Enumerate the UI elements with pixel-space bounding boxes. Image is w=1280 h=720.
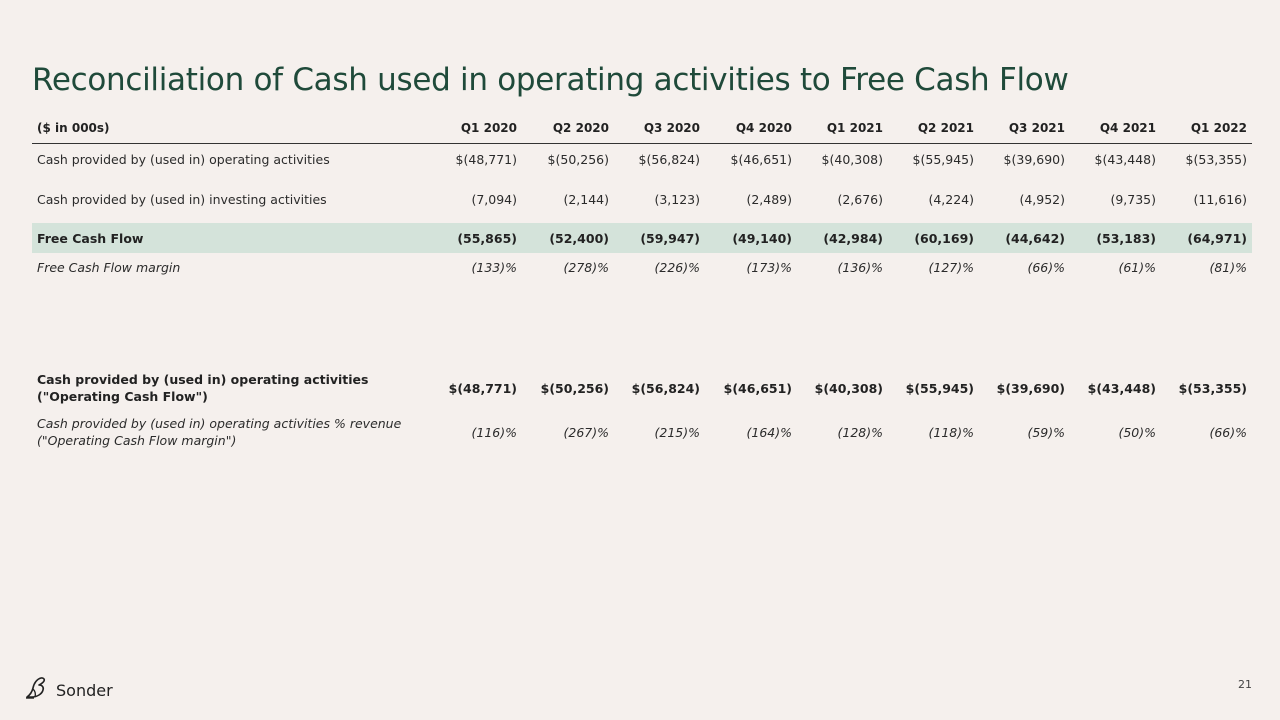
table-cell: $(46,651) [730, 151, 792, 167]
table-cell: (66)% [1209, 424, 1247, 440]
table-cell: (215)% [654, 424, 701, 440]
logo-text: Sonder [56, 680, 113, 700]
table-header-row: ($ in 000s) Q1 2020 Q2 2020 Q3 2020 Q4 2… [32, 113, 1252, 144]
table-row-free-cash-flow-margin: Free Cash Flow margin (133)% (278)% (226… [32, 253, 1252, 281]
table-cell: (3,123) [654, 191, 700, 207]
column-header-q1-2022: Q1 2022 [1161, 113, 1252, 144]
row-label: Cash provided by (used in) operating act… [37, 151, 330, 167]
table-cell: (9,735) [1110, 191, 1156, 207]
table-cell: $(56,824) [631, 380, 700, 396]
column-header-q2-2020: Q2 2020 [522, 113, 614, 144]
column-header-q1-2021: Q1 2021 [797, 113, 888, 144]
table-cell: (164)% [746, 424, 793, 440]
table-cell: (11,616) [1193, 191, 1248, 207]
table-cell: $(46,651) [723, 380, 792, 396]
row-label-line1: Cash provided by (used in) operating act… [37, 416, 402, 431]
table-cell: (50)% [1118, 424, 1156, 440]
row-label-line2: ("Operating Cash Flow") [37, 389, 208, 404]
table-cell: $(39,690) [1003, 151, 1065, 167]
table-cell: $(48,771) [455, 151, 517, 167]
table-cell: (59)% [1027, 424, 1065, 440]
column-header-q3-2020: Q3 2020 [614, 113, 705, 144]
bird-icon [24, 676, 50, 704]
table-cell: $(43,448) [1087, 380, 1156, 396]
table-cell: (66)% [1027, 259, 1065, 275]
table-cell: (116)% [471, 424, 518, 440]
table-row-operating-cash-flow: Cash provided by (used in) operating act… [32, 366, 1252, 410]
table-cell: (267)% [563, 424, 610, 440]
table-cell: $(40,308) [814, 380, 883, 396]
table-cell: (64,971) [1187, 230, 1247, 246]
table-row-operating-cash-flow-margin: Cash provided by (used in) operating act… [32, 410, 1252, 454]
table-row-free-cash-flow: Free Cash Flow (55,865) (52,400) (59,947… [32, 223, 1252, 253]
table-cell: $(40,308) [821, 151, 883, 167]
table-cell: (4,224) [928, 191, 974, 207]
table-cell: (2,489) [746, 191, 792, 207]
table-cell: $(39,690) [996, 380, 1065, 396]
row-label: Cash provided by (used in) operating act… [32, 410, 432, 454]
table-cell: $(53,355) [1178, 380, 1247, 396]
column-header-q1-2020: Q1 2020 [432, 113, 522, 144]
table-cell: (44,642) [1005, 230, 1065, 246]
table-cell: $(56,824) [638, 151, 700, 167]
table-cell: (61)% [1118, 259, 1156, 275]
table-cell: (278)% [563, 259, 610, 275]
table-cell: (4,952) [1019, 191, 1065, 207]
unit-header: ($ in 000s) [32, 113, 432, 144]
table-cell: $(43,448) [1094, 151, 1156, 167]
row-label-line2: ("Operating Cash Flow margin") [37, 433, 237, 448]
table-cell: (118)% [928, 424, 975, 440]
column-header-q4-2020: Q4 2020 [705, 113, 797, 144]
table-cell: (53,183) [1096, 230, 1156, 246]
table-cell: (42,984) [823, 230, 883, 246]
table-cell: (7,094) [471, 191, 517, 207]
table-row-investing-activities: Cash provided by (used in) investing act… [32, 175, 1252, 223]
fcf-reconciliation-table: ($ in 000s) Q1 2020 Q2 2020 Q3 2020 Q4 2… [32, 113, 1252, 281]
row-label: Cash provided by (used in) investing act… [37, 191, 327, 207]
column-header-q2-2021: Q2 2021 [888, 113, 979, 144]
table-cell: (226)% [654, 259, 701, 275]
table-cell: (2,676) [837, 191, 883, 207]
table-cell: (60,169) [914, 230, 974, 246]
table-cell: $(55,945) [912, 151, 974, 167]
table-cell: (2,144) [563, 191, 609, 207]
sonder-logo: Sonder [24, 676, 113, 704]
table-cell: $(55,945) [905, 380, 974, 396]
column-header-q3-2021: Q3 2021 [979, 113, 1070, 144]
row-label-line1: Cash provided by (used in) operating act… [37, 372, 369, 387]
table-cell: $(50,256) [547, 151, 609, 167]
table-cell: (136)% [837, 259, 884, 275]
table-cell: (81)% [1209, 259, 1247, 275]
page-number: 21 [1238, 678, 1252, 691]
table-cell: (173)% [746, 259, 793, 275]
table-cell: $(50,256) [540, 380, 609, 396]
table-cell: (127)% [928, 259, 975, 275]
row-label: Cash provided by (used in) operating act… [32, 366, 432, 410]
table-cell: (59,947) [640, 230, 700, 246]
table-cell: (133)% [471, 259, 518, 275]
operating-cash-flow-table: Cash provided by (used in) operating act… [32, 366, 1252, 454]
table-cell: (49,140) [732, 230, 792, 246]
column-header-q4-2021: Q4 2021 [1070, 113, 1161, 144]
row-label: Free Cash Flow margin [37, 259, 181, 275]
table-row-operating-activities: Cash provided by (used in) operating act… [32, 143, 1252, 175]
table-cell: (55,865) [457, 230, 517, 246]
table-cell: (52,400) [549, 230, 609, 246]
table-cell: $(53,355) [1185, 151, 1247, 167]
page-title: Reconciliation of Cash used in operating… [32, 62, 1069, 98]
table-cell: $(48,771) [448, 380, 517, 396]
table-cell: (128)% [837, 424, 884, 440]
row-label: Free Cash Flow [37, 230, 144, 246]
